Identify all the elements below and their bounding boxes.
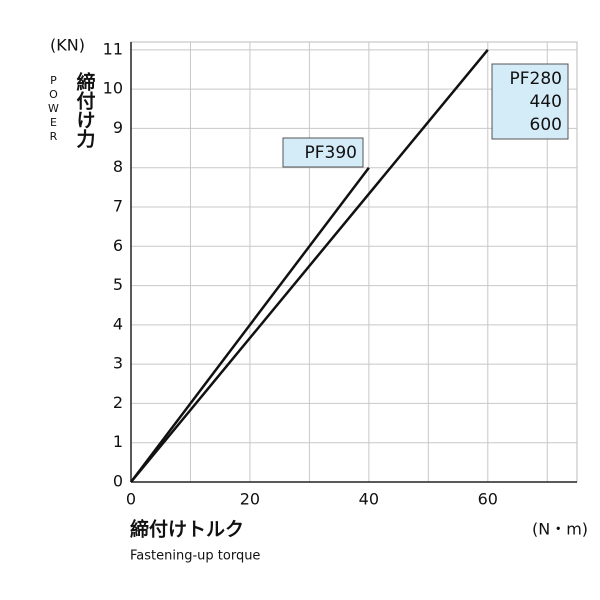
y-label-en: POWER (47, 74, 60, 144)
legend-label: PF390 (305, 143, 357, 163)
y-tick-label: 6 (113, 236, 123, 255)
y-tick-label: 2 (113, 393, 123, 412)
legend-label: 600 (530, 115, 562, 135)
y-tick-label: 1 (113, 432, 123, 451)
x-tick-label: 0 (126, 490, 136, 509)
y-tick-label: 9 (113, 118, 123, 137)
y-tick-label: 0 (113, 472, 123, 491)
y-tick-label: 10 (103, 79, 123, 98)
y-tick-label: 5 (113, 275, 123, 294)
x-label-jp: 締付けトルク (130, 518, 244, 541)
y-label-jp: 締付け力 (74, 71, 96, 149)
x-label-en: Fastening-up torque (130, 549, 260, 564)
legend-box (282, 137, 364, 168)
x-tick-label: 40 (359, 490, 379, 509)
y-tick-label: 4 (113, 314, 123, 333)
x-tick-label: 20 (240, 490, 260, 509)
legend-box (491, 63, 569, 140)
legend-label: PF280 (510, 69, 562, 89)
y-tick-label: 3 (113, 354, 123, 373)
x-tick-label: 60 (478, 490, 498, 509)
line (130, 166, 370, 483)
x-unit: (N・m) (532, 520, 588, 539)
line (130, 49, 489, 483)
y-unit: (KN) (50, 36, 85, 55)
y-tick-label: 7 (113, 197, 123, 216)
y-tick-label: 11 (103, 39, 123, 58)
y-tick-label: 8 (113, 157, 123, 176)
legend-label: 440 (530, 92, 562, 112)
